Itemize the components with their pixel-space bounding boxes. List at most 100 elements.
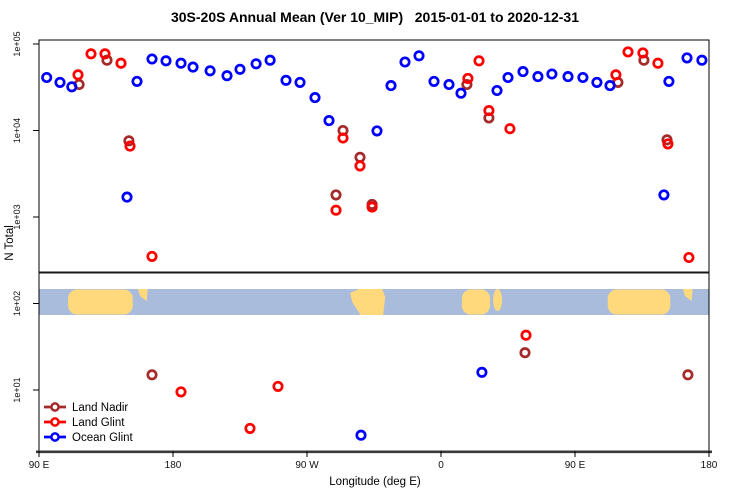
data-point-ocean-glint	[428, 75, 440, 87]
y-tick-label: 1e+05	[12, 31, 22, 56]
data-point-ocean-glint	[264, 54, 276, 66]
data-point-land-glint	[473, 55, 485, 67]
data-point-land-glint	[330, 204, 342, 216]
data-point-land-glint	[520, 329, 532, 341]
data-point-land-glint	[366, 201, 378, 213]
legend-marker	[50, 417, 60, 427]
data-point-ocean-glint	[371, 125, 383, 137]
legend-label: Land Nadir	[72, 402, 128, 414]
data-point-land-glint	[175, 386, 187, 398]
data-point-land-nadir	[101, 54, 113, 66]
data-point-land-glint	[637, 47, 649, 59]
y-tick-label: 1e+02	[12, 291, 22, 316]
data-point-ocean-glint	[280, 74, 292, 86]
map-land-south-america	[350, 289, 386, 315]
data-point-ocean-glint	[54, 76, 66, 88]
x-tick-label: 180	[701, 460, 718, 471]
x-tick-label: 90 E	[29, 460, 50, 471]
data-point-land-nadir	[519, 347, 531, 359]
data-point-land-glint	[652, 57, 664, 69]
data-point-ocean-glint	[455, 87, 467, 99]
data-point-ocean-glint	[696, 54, 708, 66]
data-point-ocean-glint	[663, 75, 675, 87]
data-point-ocean-glint	[146, 53, 158, 65]
map-land-new-caledonia	[138, 289, 148, 301]
data-point-ocean-glint	[681, 52, 693, 64]
data-point-ocean-glint	[355, 429, 367, 441]
data-point-ocean-glint	[309, 92, 321, 104]
data-point-ocean-glint	[399, 56, 411, 68]
data-point-ocean-glint	[175, 57, 187, 69]
plot-frame	[38, 39, 710, 452]
data-point-land-glint	[124, 140, 136, 152]
data-point-land-glint	[462, 72, 474, 84]
map-land-southern-africa	[461, 289, 491, 315]
data-point-ocean-glint	[187, 61, 199, 73]
y-tick-label: 1e+03	[12, 204, 22, 229]
legend-marker	[50, 432, 60, 442]
x-axis-title: Longitude (deg E)	[329, 476, 421, 488]
data-point-ocean-glint	[66, 81, 78, 93]
data-point-ocean-glint	[294, 76, 306, 88]
data-point-land-glint	[610, 69, 622, 81]
data-point-ocean-glint	[160, 55, 172, 67]
data-point-ocean-glint	[658, 189, 670, 201]
data-point-land-glint	[504, 123, 516, 135]
data-point-ocean-glint	[131, 75, 143, 87]
data-point-land-nadir	[123, 135, 135, 147]
data-point-land-glint	[85, 48, 97, 60]
y-tick-label: 1e+01	[12, 377, 22, 402]
data-point-land-nadir	[330, 189, 342, 201]
data-point-ocean-glint	[591, 76, 603, 88]
data-point-land-glint	[622, 46, 634, 58]
data-point-ocean-glint	[502, 71, 514, 84]
data-point-ocean-glint	[323, 115, 335, 127]
legend-marker	[50, 402, 60, 412]
data-point-land-glint	[244, 422, 256, 434]
data-point-ocean-glint	[604, 80, 616, 92]
data-point-land-glint	[354, 160, 366, 172]
data-point-land-glint	[146, 250, 158, 262]
data-point-ocean-glint	[577, 71, 589, 84]
data-point-ocean-glint	[562, 71, 574, 83]
data-point-land-nadir	[354, 151, 366, 163]
map-land-australia	[68, 289, 133, 315]
data-point-ocean-glint	[41, 71, 53, 84]
data-point-ocean-glint	[121, 191, 133, 203]
data-point-land-glint	[337, 132, 349, 144]
data-point-ocean-glint	[546, 68, 558, 80]
y-axis-title: N Total	[4, 225, 16, 261]
data-point-ocean-glint	[532, 71, 544, 83]
x-tick-label: 90 W	[295, 460, 319, 471]
y-tick-label: 1e+04	[12, 118, 22, 143]
x-tick-label: 180	[165, 460, 182, 471]
legend-label: Land Glint	[72, 417, 125, 429]
data-point-ocean-glint	[517, 66, 529, 78]
data-point-land-glint	[683, 251, 695, 264]
chart-title: 30S-20S Annual Mean (Ver 10_MIP) 2015-01…	[170, 9, 579, 25]
data-point-ocean-glint	[385, 80, 397, 92]
data-point-land-glint	[99, 48, 111, 60]
map-land-australia-wrap	[607, 289, 671, 315]
legend-label: Ocean Glint	[72, 432, 134, 444]
map-land-madagascar	[493, 289, 503, 311]
x-tick-label: 90 E	[565, 460, 586, 471]
data-point-land-nadir	[682, 369, 694, 381]
map-land-new-caledonia-wrap	[682, 289, 693, 301]
data-point-ocean-glint	[204, 65, 216, 77]
data-point-land-glint	[272, 380, 284, 392]
data-point-ocean-glint	[491, 84, 503, 97]
data-point-land-nadir	[146, 369, 158, 381]
data-point-land-glint	[483, 105, 495, 117]
x-tick-label: 0	[438, 460, 444, 471]
data-point-land-glint	[115, 57, 127, 69]
data-point-ocean-glint	[476, 366, 488, 378]
data-point-ocean-glint	[250, 58, 262, 70]
data-point-land-glint	[662, 138, 674, 150]
data-point-land-nadir	[461, 78, 473, 91]
data-point-land-glint	[72, 69, 84, 81]
data-point-ocean-glint	[413, 50, 425, 62]
data-point-ocean-glint	[234, 63, 246, 75]
